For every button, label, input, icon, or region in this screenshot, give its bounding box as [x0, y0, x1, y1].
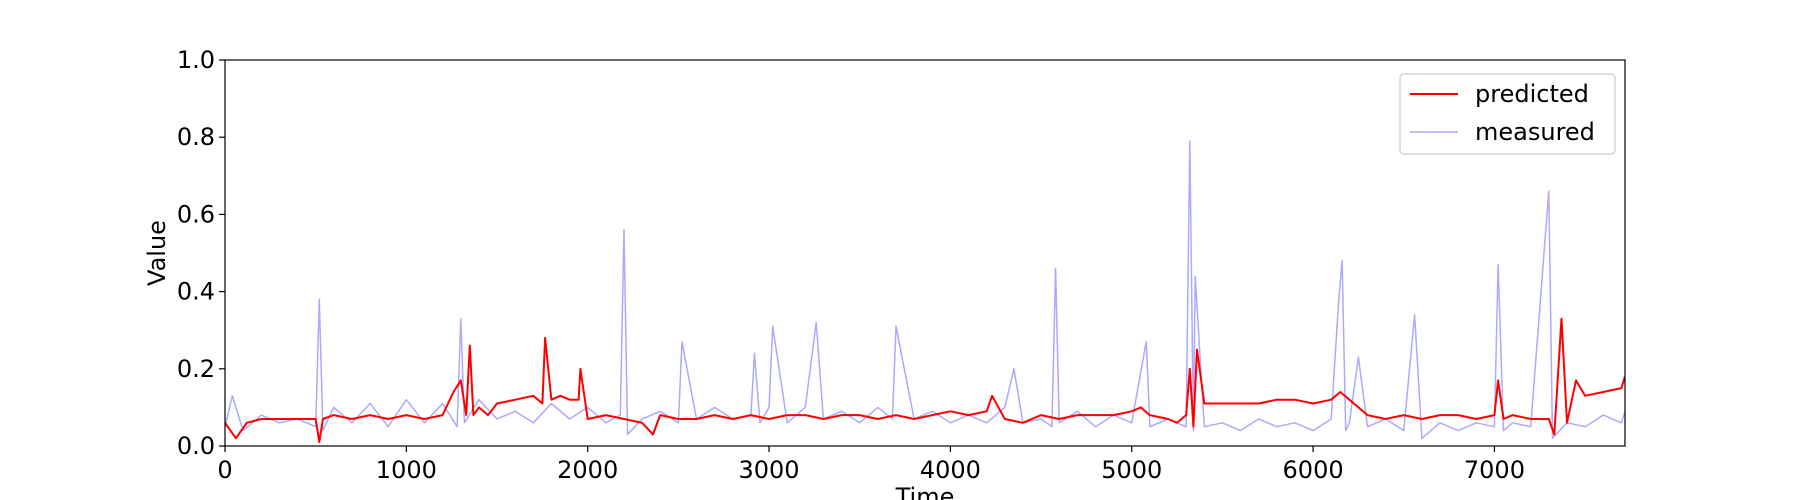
x-tick-label: 1000	[376, 456, 437, 484]
y-tick-label: 0.0	[177, 432, 215, 460]
y-tick-label: 0.2	[177, 355, 215, 383]
y-tick-label: 0.4	[177, 278, 215, 306]
y-axis-label: Value	[143, 220, 171, 286]
x-tick-label: 6000	[1283, 456, 1344, 484]
x-tick-label: 0	[217, 456, 232, 484]
legend-label-measured: measured	[1475, 118, 1595, 146]
x-tick-label: 3000	[739, 456, 800, 484]
y-tick-label: 1.0	[177, 46, 215, 74]
series-line-predicted	[225, 317, 1625, 444]
x-tick-label: 7000	[1464, 456, 1525, 484]
x-axis: 0 1000 2000 3000 4000 5000 6000 7000	[217, 446, 1525, 484]
legend: predicted measured	[1399, 73, 1616, 155]
axes-frame	[224, 59, 1626, 447]
x-axis-label: Time	[895, 483, 955, 500]
x-tick-label: 2000	[557, 456, 618, 484]
y-axis: 0.0 0.2 0.4 0.6 0.8 1.0	[177, 46, 225, 460]
y-tick-label: 0.8	[177, 123, 215, 151]
legend-label-predicted: predicted	[1475, 80, 1589, 108]
x-tick-label: 4000	[920, 456, 981, 484]
x-tick-label: 5000	[1101, 456, 1162, 484]
y-tick-label: 0.6	[177, 200, 215, 228]
series-group	[225, 140, 1625, 444]
plot-area	[224, 59, 1626, 447]
